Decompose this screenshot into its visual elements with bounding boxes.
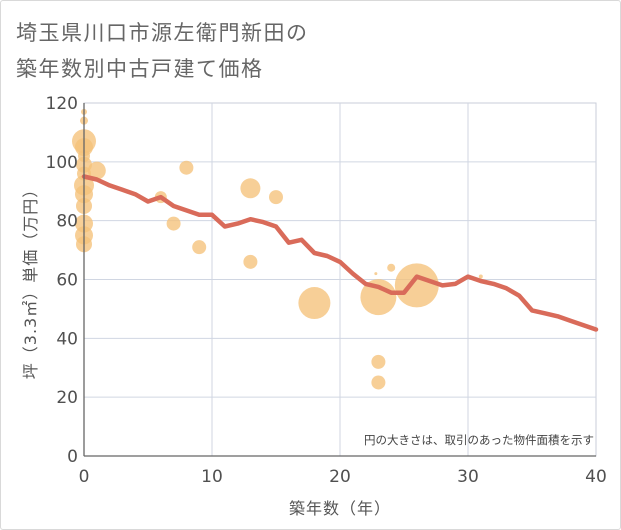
trend-series bbox=[81, 174, 599, 332]
title-line-1: 埼玉県川口市源左衛門新田の bbox=[16, 21, 309, 45]
x-tick-label: 20 bbox=[329, 467, 351, 487]
y-tick-label: 0 bbox=[67, 447, 78, 467]
data-bubble bbox=[394, 263, 439, 308]
average-trend-line bbox=[81, 174, 599, 332]
data-bubble bbox=[179, 160, 194, 175]
data-bubble bbox=[371, 354, 386, 369]
y-axis-title: 坪（3.3㎡）単価（万円） bbox=[21, 181, 40, 379]
grid-lines bbox=[84, 103, 596, 456]
axes: 0 10 20 30 40 0 20 40 60 80 100 120 bbox=[46, 94, 607, 487]
data-bubble bbox=[192, 240, 207, 255]
data-bubble bbox=[298, 287, 331, 320]
data-bubble bbox=[243, 254, 258, 269]
x-tick-label: 0 bbox=[79, 467, 90, 487]
title-line-2: 築年数別中古戸建て価格 bbox=[16, 57, 264, 81]
page-title: 埼玉県川口市源左衛門新田の 築年数別中古戸建て価格 bbox=[16, 15, 309, 87]
data-bubble bbox=[269, 190, 283, 205]
data-bubble bbox=[87, 161, 106, 180]
data-bubble bbox=[371, 375, 386, 390]
y-tick-label: 40 bbox=[56, 329, 78, 349]
x-tick-label: 10 bbox=[201, 467, 223, 487]
data-bubble bbox=[166, 216, 181, 231]
data-bubble bbox=[478, 274, 483, 279]
data-bubble bbox=[360, 279, 397, 316]
x-tick-label: 30 bbox=[457, 467, 479, 487]
data-bubble bbox=[374, 272, 378, 276]
x-axis-title: 築年数（年） bbox=[289, 499, 391, 518]
data-bubble bbox=[240, 178, 261, 199]
y-tick-label: 60 bbox=[56, 271, 78, 291]
data-bubble bbox=[387, 263, 396, 272]
y-tick-label: 100 bbox=[46, 153, 78, 173]
x-tick-label: 40 bbox=[585, 467, 607, 487]
size-legend-note: 円の大きさは、取引のあった物件面積を示す bbox=[364, 433, 594, 447]
y-tick-label: 20 bbox=[56, 388, 78, 408]
y-tick-label: 120 bbox=[46, 94, 78, 114]
y-tick-label: 80 bbox=[56, 212, 78, 232]
